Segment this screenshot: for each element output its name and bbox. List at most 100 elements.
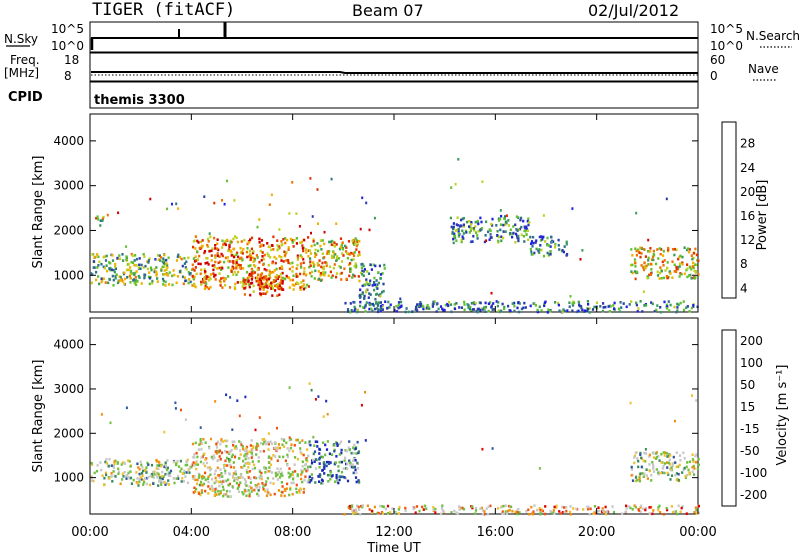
range-cell	[491, 308, 494, 312]
range-cell	[295, 272, 298, 276]
range-cell	[294, 470, 297, 473]
range-cell	[299, 288, 302, 291]
range-cell	[238, 266, 241, 269]
range-cell	[208, 466, 211, 469]
range-cell	[546, 251, 549, 255]
range-cell	[613, 307, 616, 310]
range-cell	[263, 285, 266, 289]
range-cell	[660, 461, 663, 464]
range-cell	[321, 479, 324, 483]
range-cell	[199, 460, 202, 464]
range-cell	[681, 263, 684, 266]
range-cell	[645, 474, 648, 477]
range-cell	[379, 292, 382, 296]
range-cell	[192, 461, 195, 464]
colorbar-tick-label: 200	[740, 334, 763, 348]
range-cell	[569, 295, 572, 298]
range-cell	[296, 258, 299, 261]
range-cell	[393, 308, 396, 312]
range-cell	[295, 237, 298, 240]
range-cell	[666, 471, 669, 475]
range-cell	[675, 265, 678, 269]
range-cell	[489, 504, 492, 508]
range-cell	[259, 450, 262, 453]
range-cell	[642, 266, 645, 269]
range-cell	[243, 449, 246, 452]
range-cell	[565, 505, 568, 509]
range-cell	[489, 301, 492, 304]
range-cell	[685, 473, 688, 477]
range-cell	[340, 460, 343, 464]
range-cell	[210, 259, 213, 262]
x-tick-label: 00:00	[679, 525, 716, 540]
range-cell	[117, 211, 120, 215]
range-cell	[248, 462, 251, 465]
range-cell	[516, 510, 519, 514]
x-tick-label: 04:00	[173, 525, 210, 540]
range-cell	[164, 483, 167, 486]
y-tick-label: 4000	[53, 338, 84, 352]
range-cell	[239, 264, 242, 267]
range-cell	[587, 303, 590, 306]
range-cell	[281, 471, 284, 475]
range-cell	[216, 440, 219, 444]
range-cell	[667, 473, 670, 476]
range-cell	[163, 269, 166, 272]
range-cell	[450, 225, 453, 229]
range-cell	[270, 442, 274, 446]
range-cell	[250, 490, 253, 493]
range-cell	[535, 239, 538, 242]
range-cell	[465, 231, 468, 234]
range-cell	[276, 478, 279, 481]
range-cell	[634, 476, 638, 479]
range-cell	[631, 479, 635, 482]
range-cell	[328, 462, 331, 465]
range-cell	[248, 272, 251, 276]
freq-panel: Freq. [MHz] 18 8 60 0 Nave	[4, 52, 779, 83]
range-cell	[351, 463, 354, 466]
colorbar-tick-label: -50	[740, 444, 760, 458]
range-cell	[102, 277, 105, 280]
range-cell	[525, 510, 528, 513]
range-cell	[656, 304, 659, 307]
range-cell	[153, 270, 156, 274]
range-cell	[248, 485, 251, 488]
range-cell	[155, 467, 158, 470]
range-cell	[474, 220, 477, 224]
range-cell	[682, 468, 685, 471]
range-cell	[249, 258, 252, 261]
range-cell	[678, 262, 682, 265]
range-cell	[130, 482, 133, 485]
range-cell	[479, 216, 482, 220]
range-cell	[366, 283, 369, 286]
range-cell	[318, 277, 321, 281]
range-cell	[210, 455, 213, 459]
range-cell	[321, 271, 324, 274]
range-cell	[671, 462, 674, 465]
range-cell	[296, 473, 299, 476]
range-cell	[232, 461, 235, 464]
range-cell	[272, 477, 275, 480]
range-cell	[405, 307, 408, 310]
range-cell	[214, 278, 217, 281]
range-cell	[273, 255, 276, 259]
range-cell	[357, 479, 360, 482]
range-cell	[309, 465, 312, 469]
range-cell	[579, 258, 582, 261]
range-cell	[375, 279, 378, 282]
range-cell	[439, 512, 443, 516]
range-cell	[104, 460, 107, 464]
range-cell	[181, 264, 184, 268]
range-cell	[141, 466, 144, 469]
range-cell	[352, 459, 355, 462]
range-cell	[162, 475, 165, 478]
range-cell	[647, 256, 650, 260]
range-cell	[554, 245, 557, 249]
range-cell	[299, 286, 302, 289]
range-cell	[222, 276, 225, 280]
range-cell	[247, 279, 250, 282]
range-cell	[379, 273, 383, 276]
range-cell	[594, 512, 597, 515]
range-cell	[222, 494, 225, 498]
range-cell	[177, 465, 181, 468]
